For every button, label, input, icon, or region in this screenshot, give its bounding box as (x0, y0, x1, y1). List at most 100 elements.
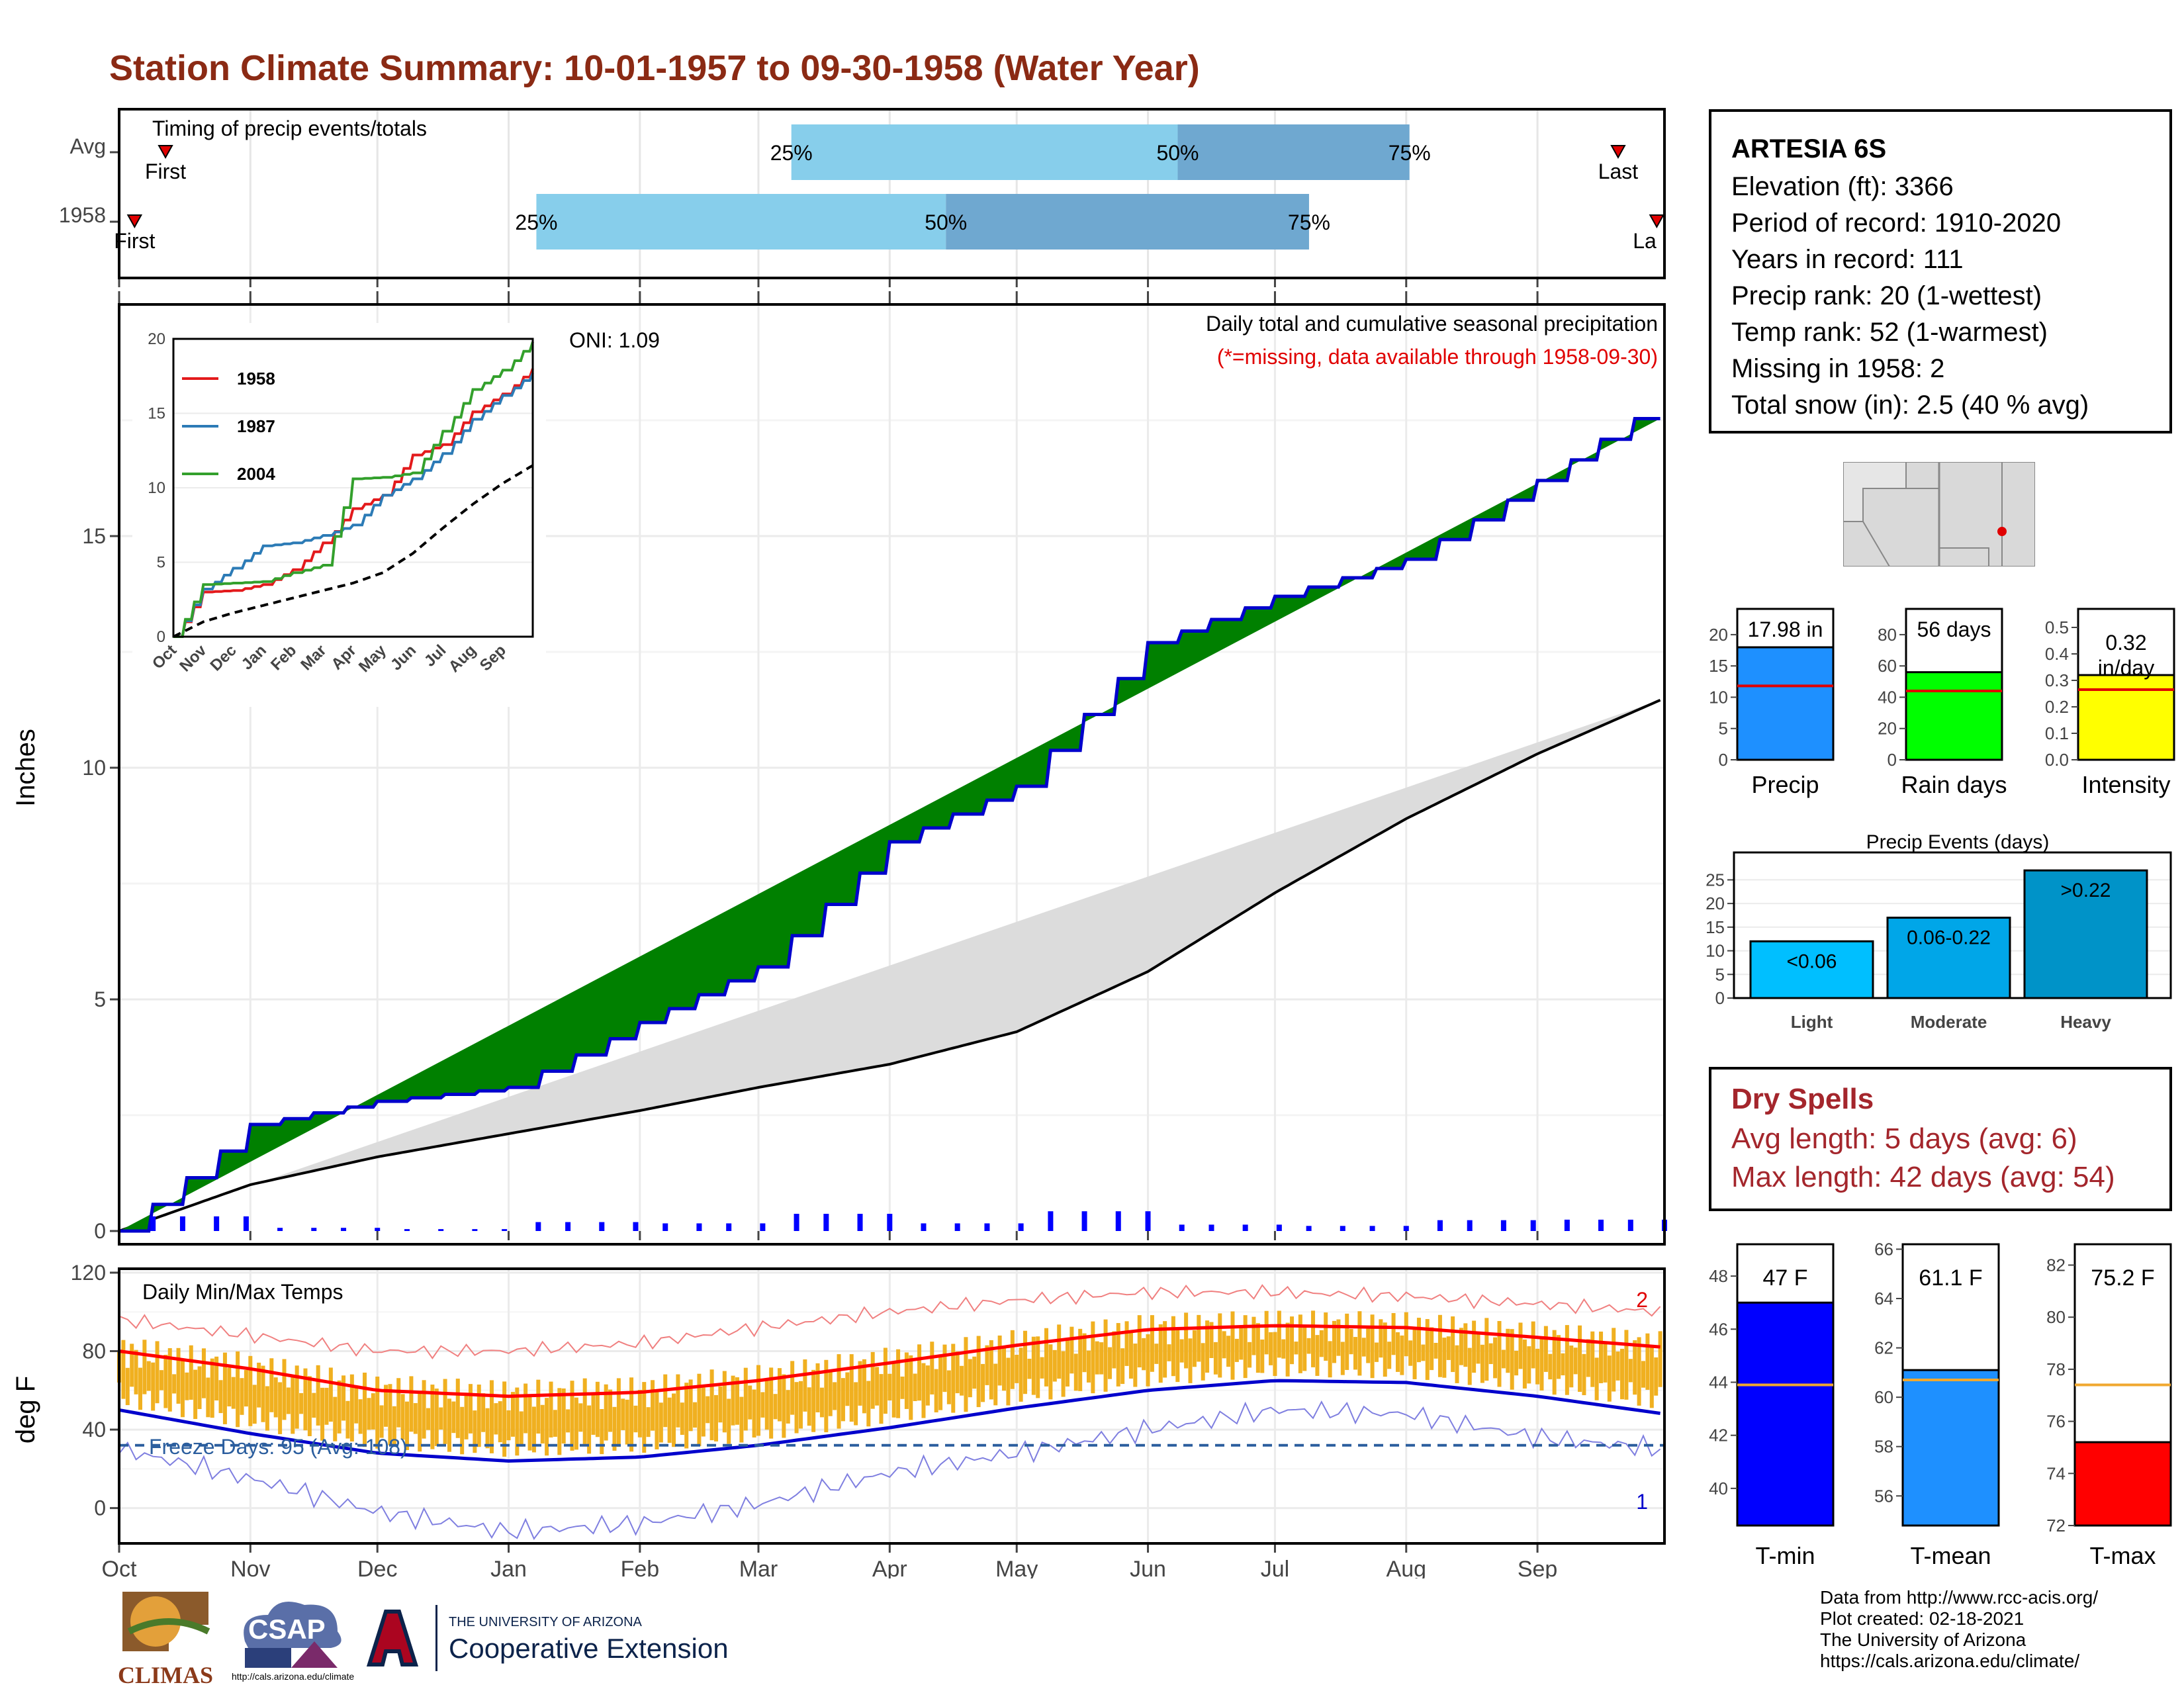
inset-line-average (173, 464, 534, 638)
daily-temp-range-bar (1226, 1336, 1231, 1367)
precip-caption: Daily total and cumulative seasonal prec… (1206, 312, 1658, 336)
temp-bar-tick-label: 40 (1709, 1479, 1728, 1498)
daily-temp-range-bar (1501, 1349, 1506, 1369)
daily-temp-range-bar (1607, 1355, 1612, 1402)
station-name: ARTESIA 6S (1731, 134, 1887, 163)
footer-data-source: Data from http://www.rcc-acis.org/ (1820, 1587, 2099, 1608)
daily-temp-range-bar (1112, 1331, 1116, 1369)
daily-temp-range-bar (833, 1382, 837, 1410)
daily-temp-range-bar (875, 1367, 880, 1406)
temp-bar-category-label: T-max (2089, 1542, 2156, 1569)
events-frame (1733, 851, 2172, 999)
temp-bar-tick-label: 82 (2046, 1255, 2066, 1275)
daily-precip-bar (633, 1222, 639, 1231)
daily-temp-range-bar (743, 1367, 748, 1431)
mini-bar-value-label: 0.32 (2105, 631, 2146, 655)
daily-temp-range-bar (527, 1396, 532, 1451)
daily-temp-range-bar (773, 1394, 778, 1420)
daily-temp-range-bar (701, 1387, 705, 1437)
daily-precip-bar (1081, 1211, 1087, 1231)
daily-temp-range-bar (1158, 1324, 1163, 1383)
ua-small-text: THE UNIVERSITY OF ARIZONA (449, 1615, 642, 1629)
daily-temp-range-bar (1205, 1320, 1210, 1373)
daily-temp-range-bar (604, 1384, 608, 1441)
daily-temp-range-bar (1324, 1312, 1328, 1361)
daily-temp-range-bar (955, 1351, 960, 1394)
month-axis-label: Mar (739, 1557, 778, 1578)
daily-temp-range-bar (324, 1387, 329, 1425)
daily-temp-range-bar (1488, 1343, 1493, 1365)
daily-temp-range-bar (1421, 1344, 1426, 1361)
daily-temp-range-bar (418, 1393, 422, 1452)
daily-temp-range-bar (1065, 1339, 1069, 1387)
daily-temp-range-bar (312, 1392, 316, 1418)
daily-temp-range-bar (1412, 1326, 1417, 1379)
footer-url: https://cals.arizona.edu/climate/ (1820, 1651, 2080, 1671)
precip-event-category: Light (1791, 1012, 1833, 1032)
daily-temp-range-bar (790, 1361, 795, 1415)
timing-bar-q25-q50 (536, 194, 946, 250)
daily-temp-range-bar (1361, 1338, 1366, 1357)
daily-temp-range-bar (1124, 1321, 1129, 1366)
dry-spells-box: Dry Spells Avg length: 5 days (avg: 6) M… (1709, 1067, 2172, 1211)
daily-temp-range-bar (1442, 1338, 1447, 1378)
station-missing: Missing in 1958: 2 (1731, 354, 1945, 383)
daily-temp-range-bar (854, 1382, 858, 1426)
ua-big-text: Cooperative Extension (449, 1633, 729, 1664)
daily-temp-range-bar (798, 1381, 803, 1429)
daily-temp-range-bar (422, 1380, 426, 1439)
daily-temp-range-bar (705, 1396, 710, 1424)
daily-temp-range-bar (739, 1396, 744, 1443)
daily-temp-range-bar (367, 1398, 371, 1430)
month-axis-label: Jul (1261, 1557, 1289, 1578)
daily-temp-range-bar (185, 1372, 189, 1400)
timing-first-marker (126, 214, 143, 229)
daily-temp-range-bar (1222, 1331, 1226, 1359)
daily-temp-range-bar (1548, 1353, 1553, 1380)
daily-temp-range-bar (858, 1361, 862, 1406)
station-snow: Total snow (in): 2.5 (40 % avg) (1731, 390, 2089, 420)
daily-temp-range-bar (718, 1386, 723, 1423)
daily-temp-range-bar (1599, 1331, 1604, 1383)
daily-temp-range-bar (430, 1385, 435, 1449)
daily-temp-range-bar (676, 1374, 680, 1428)
inset-background (132, 323, 546, 707)
daily-temp-range-bar (1073, 1353, 1078, 1391)
daily-temp-range-bar (985, 1345, 989, 1385)
month-axis-label: Nov (230, 1557, 270, 1578)
daily-temp-range-bar (1641, 1361, 1646, 1388)
daily-temp-range-bar (1459, 1328, 1463, 1365)
daily-temp-range-bar (1015, 1355, 1019, 1383)
footer-plot-created: Plot created: 02-18-2021 (1820, 1608, 2025, 1629)
daily-temp-range-bar (299, 1392, 304, 1414)
temp-y-tick-label: 0 (94, 1496, 106, 1520)
daily-temp-range-bar (282, 1359, 287, 1420)
mini-bar-tick-label: 0.2 (2045, 697, 2069, 717)
daily-temp-range-bar (341, 1375, 346, 1421)
daily-temp-range-bar (1163, 1321, 1167, 1378)
daily-temp-range-bar (769, 1367, 774, 1439)
daily-temp-range-bar (981, 1363, 985, 1402)
precip-event-bar-label: <0.06 (1787, 950, 1837, 972)
daily-temp-range-bar (951, 1344, 956, 1413)
temp-bar-value-label: 75.2 F (2091, 1265, 2154, 1291)
daily-temp-range-bar (1057, 1324, 1062, 1379)
temp-bar-category-label: T-min (1756, 1542, 1815, 1569)
daily-temp-range-bar (1167, 1344, 1171, 1361)
daily-temp-range-bar (333, 1396, 338, 1441)
daily-precip-bar (1437, 1220, 1443, 1231)
daily-temp-range-bar (837, 1354, 841, 1429)
daily-temp-range-bar (960, 1365, 964, 1396)
daily-temp-range-bar (1543, 1326, 1548, 1372)
daily-temp-range-bar (1370, 1314, 1375, 1379)
daily-temp-range-bar (578, 1403, 583, 1432)
mini-bar-tick-label: 0.3 (2045, 670, 2069, 690)
daily-temp-range-bar (731, 1375, 735, 1426)
daily-temp-range-bar (1103, 1319, 1108, 1392)
daily-precip-bar (565, 1222, 571, 1231)
daily-temp-range-bar (388, 1384, 392, 1445)
page-title: Station Climate Summary: 10-01-1957 to 0… (109, 48, 1200, 88)
missing-note: (*=missing, data available through 1958-… (1217, 345, 1658, 369)
timing-q50-label: 50% (1156, 141, 1199, 165)
precip-y-tick-label: 5 (94, 987, 106, 1011)
